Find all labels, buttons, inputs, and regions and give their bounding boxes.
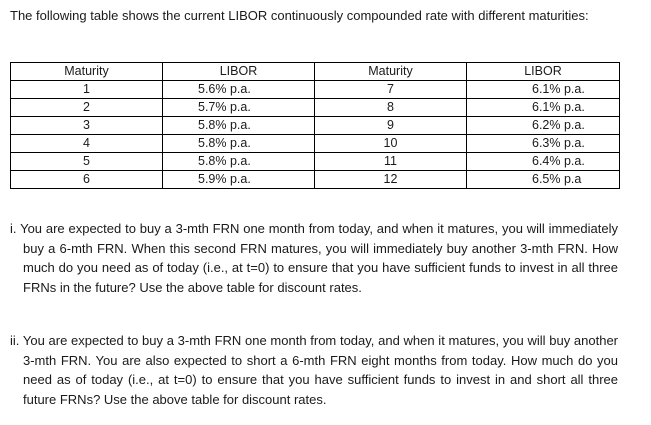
- intro-text: The following table shows the current LI…: [10, 8, 589, 23]
- libor-cell: 6.2% p.a.: [466, 116, 620, 135]
- libor-cell: 6.5% p.a: [466, 170, 620, 189]
- table-row: 3 5.8% p.a. 9 6.2% p.a.: [10, 116, 620, 135]
- maturity-cell: 6: [10, 170, 163, 189]
- table-row: 1 5.6% p.a. 7 6.1% p.a.: [10, 80, 620, 99]
- libor-cell: 6.1% p.a.: [466, 98, 620, 117]
- libor-cell: 6.1% p.a.: [466, 80, 620, 99]
- header-maturity-right: Maturity: [314, 62, 467, 81]
- libor-rate-table: Maturity LIBOR Maturity LIBOR 1 5.6% p.a…: [10, 62, 620, 189]
- header-libor-left: LIBOR: [162, 62, 315, 81]
- header-maturity-left: Maturity: [10, 62, 163, 81]
- maturity-cell: 12: [314, 170, 467, 189]
- question-ii: ii. You are expected to buy a 3-mth FRN …: [10, 331, 618, 409]
- maturity-cell: 4: [10, 134, 163, 153]
- libor-cell: 5.6% p.a.: [162, 80, 315, 99]
- libor-cell: 5.8% p.a.: [162, 134, 315, 153]
- header-libor-right: LIBOR: [466, 62, 620, 81]
- maturity-cell: 7: [314, 80, 467, 99]
- libor-cell: 5.8% p.a.: [162, 116, 315, 135]
- question-ii-text: ii. You are expected to buy a 3-mth FRN …: [10, 333, 618, 407]
- maturity-cell: 8: [314, 98, 467, 117]
- maturity-cell: 5: [10, 152, 163, 171]
- table-header-row: Maturity LIBOR Maturity LIBOR: [10, 62, 620, 81]
- maturity-cell: 2: [10, 98, 163, 117]
- question-i-text: i. You are expected to buy a 3-mth FRN o…: [10, 221, 618, 295]
- maturity-cell: 10: [314, 134, 467, 153]
- table-row: 5 5.8% p.a. 11 6.4% p.a.: [10, 152, 620, 171]
- libor-cell: 5.7% p.a.: [162, 98, 315, 117]
- libor-cell: 6.4% p.a.: [466, 152, 620, 171]
- question-i: i. You are expected to buy a 3-mth FRN o…: [10, 219, 618, 297]
- table-row: 2 5.7% p.a. 8 6.1% p.a.: [10, 98, 620, 117]
- maturity-cell: 11: [314, 152, 467, 171]
- libor-cell: 6.3% p.a.: [466, 134, 620, 153]
- table-row: 6 5.9% p.a. 12 6.5% p.a: [10, 170, 620, 189]
- maturity-cell: 9: [314, 116, 467, 135]
- libor-cell: 5.9% p.a.: [162, 170, 315, 189]
- maturity-cell: 3: [10, 116, 163, 135]
- table-row: 4 5.8% p.a. 10 6.3% p.a.: [10, 134, 620, 153]
- maturity-cell: 1: [10, 80, 163, 99]
- libor-cell: 5.8% p.a.: [162, 152, 315, 171]
